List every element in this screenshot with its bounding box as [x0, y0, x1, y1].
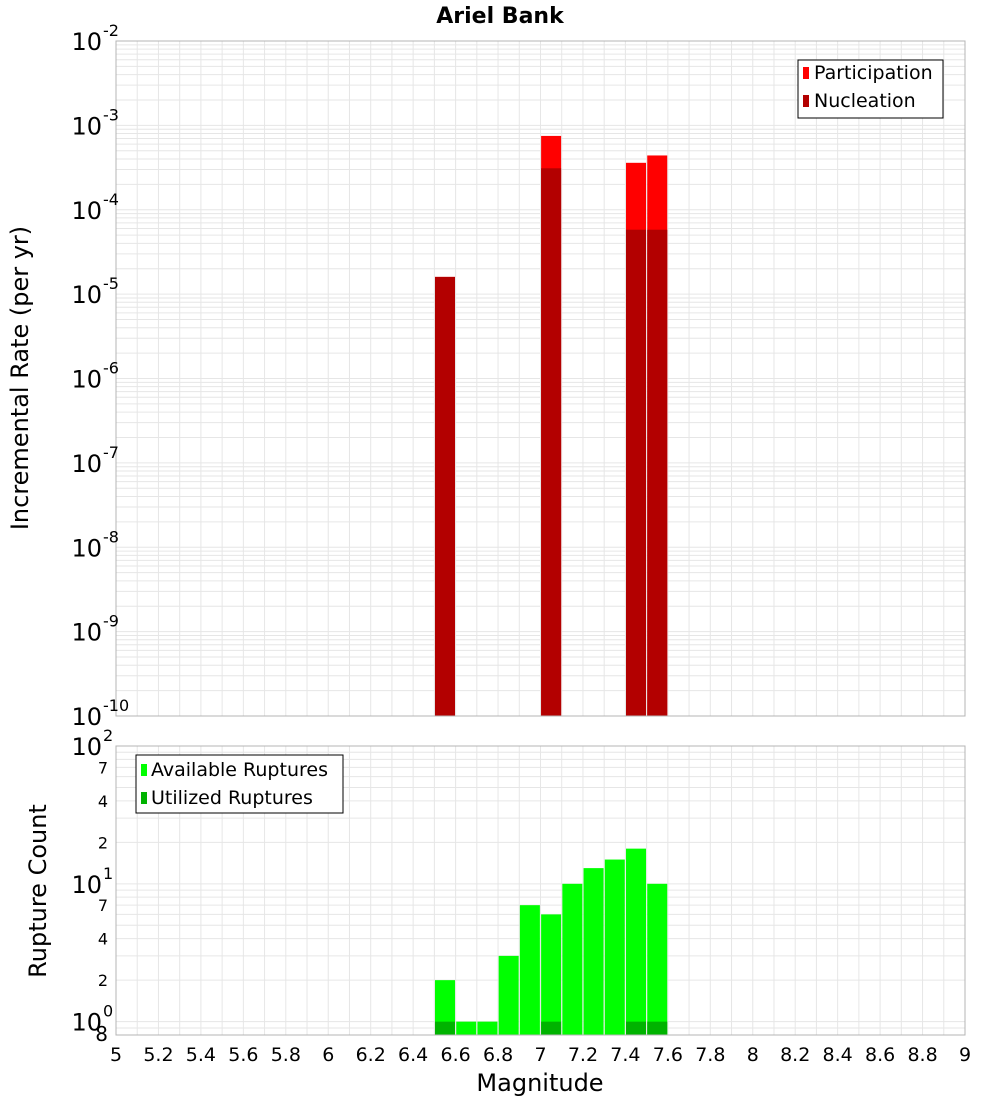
plot-frame: [115, 745, 966, 1036]
available-ruptures-bar: [647, 883, 668, 1035]
legend-swatch-available: [141, 764, 147, 776]
x-tick-label: 5.8: [271, 1044, 301, 1066]
x-tick-label: 8.8: [907, 1044, 937, 1066]
available-ruptures-bar: [541, 914, 562, 1035]
available-ruptures-bar: [583, 868, 604, 1035]
top-y-axis-label: Incremental Rate (per yr): [6, 226, 34, 530]
x-tick-label: 7: [534, 1044, 546, 1066]
utilized-ruptures-bar: [434, 1021, 455, 1035]
y-tick-label-exponent: 2: [103, 726, 113, 745]
y-tick-label-exponent: -5: [103, 274, 119, 293]
y-tick-label: 10: [71, 871, 102, 899]
x-tick-label: 6.2: [356, 1044, 386, 1066]
y-minor-tick-label: 2: [98, 833, 108, 852]
x-tick-label: 5.6: [228, 1044, 258, 1066]
utilized-ruptures-bar: [647, 1021, 668, 1035]
legend-swatch-participation: [803, 67, 809, 79]
x-tick-label: 6.6: [440, 1044, 470, 1066]
legend: Available Ruptures Utilized Ruptures: [135, 754, 344, 814]
x-tick-label: 6.8: [483, 1044, 513, 1066]
y-tick-label-exponent: -8: [103, 527, 119, 546]
y-tick-label: 10: [71, 703, 102, 731]
nucleation-bar: [647, 229, 668, 717]
y-minor-tick-label: 4: [98, 792, 108, 811]
x-tick-label: 7.8: [695, 1044, 725, 1066]
y-minor-tick-label: 7: [98, 896, 108, 915]
y-tick-label-exponent: -9: [103, 612, 119, 631]
available-ruptures-bar: [477, 1021, 498, 1035]
legend-swatch-utilized: [141, 792, 147, 804]
legend-label-available: Available Ruptures: [151, 759, 328, 781]
x-tick-label: 8.6: [865, 1044, 895, 1066]
legend-swatch-nucleation: [803, 95, 809, 107]
legend-label-participation: Participation: [814, 62, 933, 84]
available-ruptures-bar: [498, 955, 519, 1035]
y-tick-label: 10: [71, 281, 102, 309]
y-tick-label: 10: [71, 733, 102, 761]
y-tick-label-exponent: -4: [103, 190, 119, 209]
utilized-ruptures-bar: [541, 1021, 562, 1035]
x-tick-label: 6.4: [398, 1044, 428, 1066]
y-tick-label: 10: [71, 534, 102, 562]
nucleation-bar: [541, 168, 562, 716]
x-tick-label: 9: [959, 1044, 971, 1066]
available-ruptures-bar: [456, 1021, 477, 1035]
bottom-y-axis-label: Rupture Count: [24, 804, 52, 978]
x-tick-label: 7.6: [653, 1044, 683, 1066]
y-tick-label-exponent: -7: [103, 443, 119, 462]
y-tick-label-exponent: -6: [103, 359, 119, 378]
y-tick-label: 10: [71, 112, 102, 140]
available-ruptures-bar: [562, 883, 583, 1035]
x-tick-label: 8.2: [780, 1044, 810, 1066]
legend-box: [135, 754, 344, 814]
plot-frame: [115, 40, 966, 717]
chart-title: Ariel Bank: [436, 4, 565, 29]
legend-label-nucleation: Nucleation: [814, 90, 916, 112]
x-tick-label: 5.4: [186, 1044, 216, 1066]
y-tick-label-exponent: -10: [103, 696, 129, 715]
x-axis-label: Magnitude: [476, 1069, 603, 1097]
y-minor-tick-label: 8: [95, 1022, 108, 1046]
y-tick-label: 10: [71, 28, 102, 56]
available-ruptures-bar: [519, 905, 540, 1035]
x-tick-label: 7.4: [610, 1044, 640, 1066]
y-tick-label: 10: [71, 619, 102, 647]
x-tick-label: 5: [110, 1044, 122, 1066]
y-tick-label-exponent: 1: [103, 864, 113, 883]
nucleation-bar: [626, 229, 647, 717]
rate-panel: 10-210-310-410-510-610-710-810-910 -10Par…: [71, 21, 966, 731]
available-ruptures-bar: [626, 848, 647, 1035]
nucleation-bar: [434, 276, 455, 716]
legend-label-utilized: Utilized Ruptures: [151, 787, 313, 809]
legend: Participation Nucleation: [797, 59, 944, 119]
x-tick-label: 5.2: [143, 1044, 173, 1066]
x-tick-label: 8: [747, 1044, 759, 1066]
y-tick-label-exponent: 0: [103, 1002, 113, 1021]
y-tick-label: 10: [71, 450, 102, 478]
x-tick-label: 8.4: [823, 1044, 853, 1066]
utilized-ruptures-bar: [626, 1021, 647, 1035]
y-tick-label-exponent: -3: [103, 105, 119, 124]
available-ruptures-bar: [434, 980, 455, 1035]
y-tick-label: 10: [71, 1009, 102, 1037]
y-minor-tick-label: 7: [98, 758, 108, 777]
x-tick-label: 7.2: [568, 1044, 598, 1066]
y-tick-label: 10: [71, 366, 102, 394]
x-tick-label: 6: [322, 1044, 334, 1066]
available-ruptures-bar: [604, 859, 625, 1035]
y-minor-tick-label: 2: [98, 971, 108, 990]
y-tick-label: 10: [71, 197, 102, 225]
y-tick-label-exponent: -2: [103, 21, 119, 40]
legend-box: [797, 59, 944, 119]
y-minor-tick-label: 4: [98, 930, 108, 949]
